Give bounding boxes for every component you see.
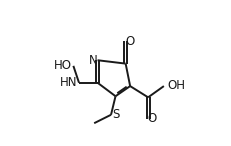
Text: S: S [111, 108, 119, 121]
Text: OH: OH [167, 79, 184, 92]
Text: O: O [125, 35, 134, 48]
Text: N: N [88, 54, 97, 67]
Text: O: O [147, 112, 156, 125]
Text: HN: HN [60, 76, 77, 89]
Text: HO: HO [54, 59, 72, 72]
